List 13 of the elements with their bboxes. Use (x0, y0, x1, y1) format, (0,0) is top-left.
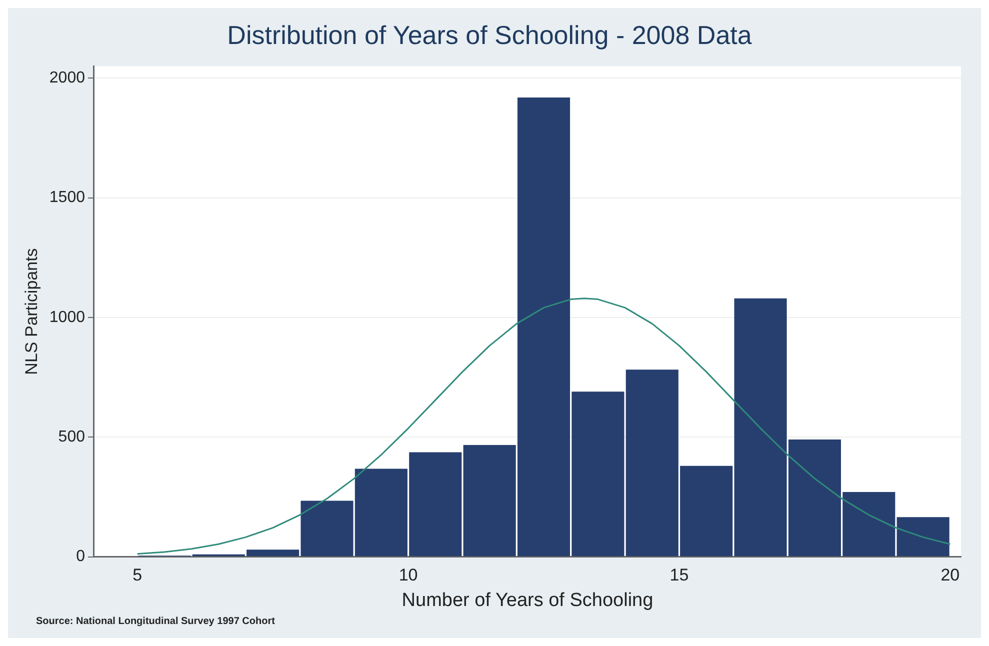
x-tick-label: 5 (132, 566, 142, 585)
x-tick-label: 10 (398, 566, 418, 585)
y-tick-label: 500 (58, 428, 86, 446)
chart-title: Distribution of Years of Schooling - 2008 Data (227, 20, 752, 50)
y-tick-label: 1500 (49, 189, 86, 206)
x-axis-title: Number of Years of Schooling (402, 590, 654, 611)
y-tick-label: 1000 (49, 308, 86, 326)
x-tick-label: 15 (670, 566, 689, 585)
y-tick-label: 0 (76, 548, 86, 566)
y-tick-label: 2000 (49, 70, 86, 87)
source-note: Source: National Longitudinal Survey 1997 Cohort (35, 616, 276, 627)
y-axis-title: NLS Participants (22, 248, 41, 375)
x-tick-label: 20 (940, 566, 960, 585)
